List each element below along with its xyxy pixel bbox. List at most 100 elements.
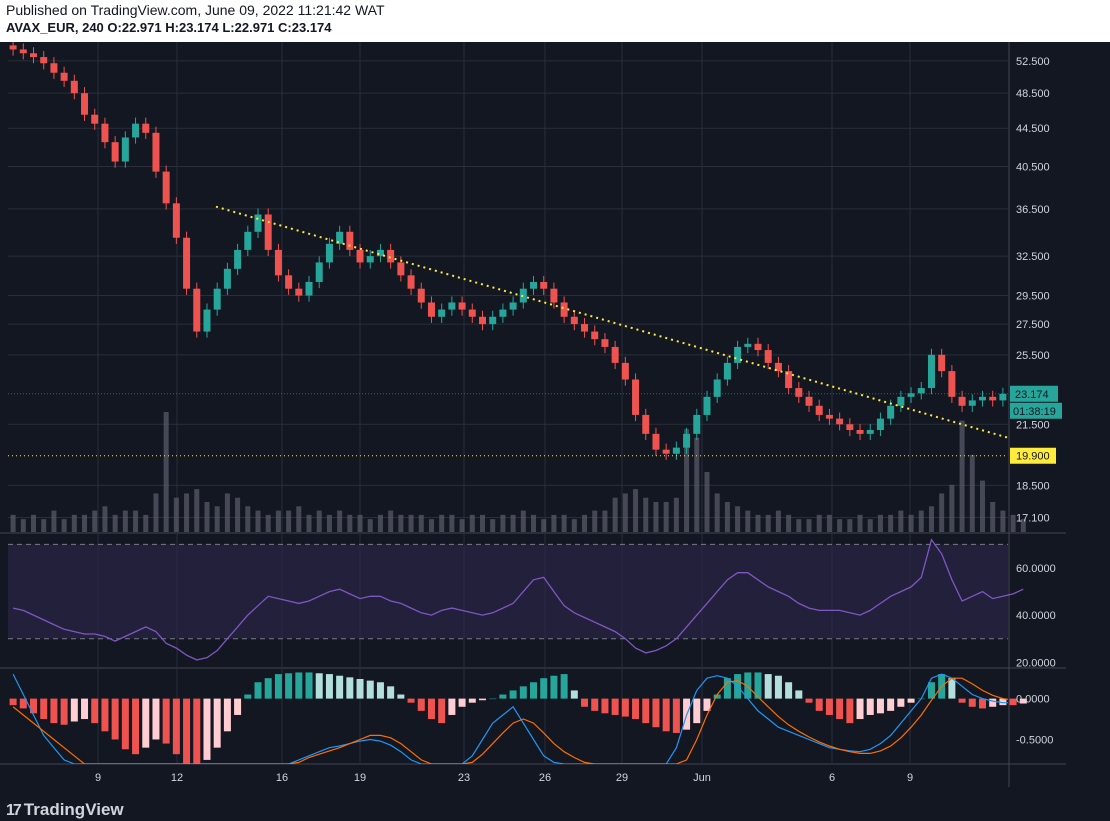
candle-body[interactable] xyxy=(315,262,323,282)
candle-body[interactable] xyxy=(121,137,129,162)
candle-body[interactable] xyxy=(581,324,589,332)
descending-trendline[interactable] xyxy=(215,205,1009,439)
chart-canvas[interactable]: 52.500 48.500 44.500 40.500 36.500 32.500 29.5… xyxy=(0,42,1110,800)
candle-body[interactable] xyxy=(560,302,568,317)
candle-body[interactable] xyxy=(785,371,793,389)
candle-body[interactable] xyxy=(458,302,466,310)
candle-body[interactable] xyxy=(81,93,89,115)
candle-body[interactable] xyxy=(193,288,201,332)
candle-body[interactable] xyxy=(601,339,609,347)
candle-body[interactable] xyxy=(499,309,507,317)
candlesticks[interactable] xyxy=(9,42,1007,460)
candle-body[interactable] xyxy=(213,288,221,310)
candle-body[interactable] xyxy=(825,414,833,419)
candle-body[interactable] xyxy=(764,350,772,363)
candle-body[interactable] xyxy=(856,429,864,434)
candle-body[interactable] xyxy=(958,396,966,406)
candle-body[interactable] xyxy=(999,393,1007,401)
candle-body[interactable] xyxy=(387,249,395,263)
candle-body[interactable] xyxy=(795,388,803,397)
candle-body[interactable] xyxy=(734,346,742,363)
candle-body[interactable] xyxy=(876,418,884,430)
candle-body[interactable] xyxy=(183,237,191,289)
symbol-label[interactable]: AVAX_EUR, 240 xyxy=(6,20,104,35)
candle-body[interactable] xyxy=(223,268,231,289)
candle-body[interactable] xyxy=(70,80,78,94)
candle-body[interactable] xyxy=(948,371,956,397)
candle-body[interactable] xyxy=(264,214,272,250)
candle-body[interactable] xyxy=(744,343,752,347)
candle-body[interactable] xyxy=(111,142,119,162)
candle-body[interactable] xyxy=(325,243,333,263)
candle-body[interactable] xyxy=(295,288,303,296)
candle-body[interactable] xyxy=(540,281,548,289)
candle-body[interactable] xyxy=(917,388,925,394)
candle-body[interactable] xyxy=(203,309,211,332)
candle-body[interactable] xyxy=(366,256,374,263)
candle-body[interactable] xyxy=(907,393,915,397)
candle-body[interactable] xyxy=(887,405,895,419)
candle-body[interactable] xyxy=(91,114,99,124)
candle-body[interactable] xyxy=(397,262,405,276)
candle-body[interactable] xyxy=(60,72,68,81)
candle-body[interactable] xyxy=(132,123,140,138)
candle-body[interactable] xyxy=(938,354,946,372)
candle-body[interactable] xyxy=(672,447,680,454)
candle-body[interactable] xyxy=(254,214,262,232)
candle-body[interactable] xyxy=(376,249,384,257)
candle-body[interactable] xyxy=(632,379,640,415)
candle-body[interactable] xyxy=(162,171,170,204)
candle-body[interactable] xyxy=(244,231,252,250)
candle-body[interactable] xyxy=(30,53,38,58)
candle-body[interactable] xyxy=(468,309,476,317)
candle-body[interactable] xyxy=(172,203,180,238)
candle-body[interactable] xyxy=(489,316,497,325)
candle-body[interactable] xyxy=(142,123,150,133)
candle-body[interactable] xyxy=(509,302,517,310)
candle-body[interactable] xyxy=(427,302,435,317)
candle-body[interactable] xyxy=(407,275,415,289)
candle-body[interactable] xyxy=(530,281,538,289)
candle-body[interactable] xyxy=(234,249,242,269)
candle-body[interactable] xyxy=(550,288,558,303)
candle-body[interactable] xyxy=(815,405,823,415)
candle-body[interactable] xyxy=(478,316,486,325)
candle-body[interactable] xyxy=(805,396,813,406)
candle-body[interactable] xyxy=(9,45,17,50)
candle-body[interactable] xyxy=(774,362,782,372)
candle-body[interactable] xyxy=(927,354,935,389)
candle-body[interactable] xyxy=(978,396,986,401)
candle-body[interactable] xyxy=(897,396,905,406)
candle-body[interactable] xyxy=(346,231,354,250)
candle-body[interactable] xyxy=(652,433,660,450)
candle-body[interactable] xyxy=(285,275,293,289)
candle-body[interactable] xyxy=(968,400,976,406)
candle-body[interactable] xyxy=(336,231,344,244)
candle-body[interactable] xyxy=(448,302,456,310)
candle-body[interactable] xyxy=(866,429,874,434)
candle-body[interactable] xyxy=(621,362,629,380)
candle-body[interactable] xyxy=(713,379,721,397)
candle-body[interactable] xyxy=(101,123,109,143)
candle-body[interactable] xyxy=(723,362,731,380)
candle-body[interactable] xyxy=(356,249,364,263)
candle-body[interactable] xyxy=(642,414,650,434)
candle-body[interactable] xyxy=(693,414,701,434)
candle-body[interactable] xyxy=(50,63,58,73)
candle-body[interactable] xyxy=(683,433,691,448)
candle-body[interactable] xyxy=(417,288,425,303)
candle-body[interactable] xyxy=(438,309,446,317)
candle-body[interactable] xyxy=(152,132,160,172)
candle-body[interactable] xyxy=(989,396,997,401)
candle-body[interactable] xyxy=(40,57,48,64)
candle-body[interactable] xyxy=(274,249,282,276)
candle-body[interactable] xyxy=(305,281,313,296)
candle-body[interactable] xyxy=(611,346,619,363)
candle-body[interactable] xyxy=(591,331,599,340)
candle-body[interactable] xyxy=(19,49,27,54)
candle-body[interactable] xyxy=(703,396,711,415)
candle-body[interactable] xyxy=(570,316,578,325)
candle-body[interactable] xyxy=(662,449,670,454)
candle-body[interactable] xyxy=(836,418,844,425)
candle-body[interactable] xyxy=(846,424,854,430)
